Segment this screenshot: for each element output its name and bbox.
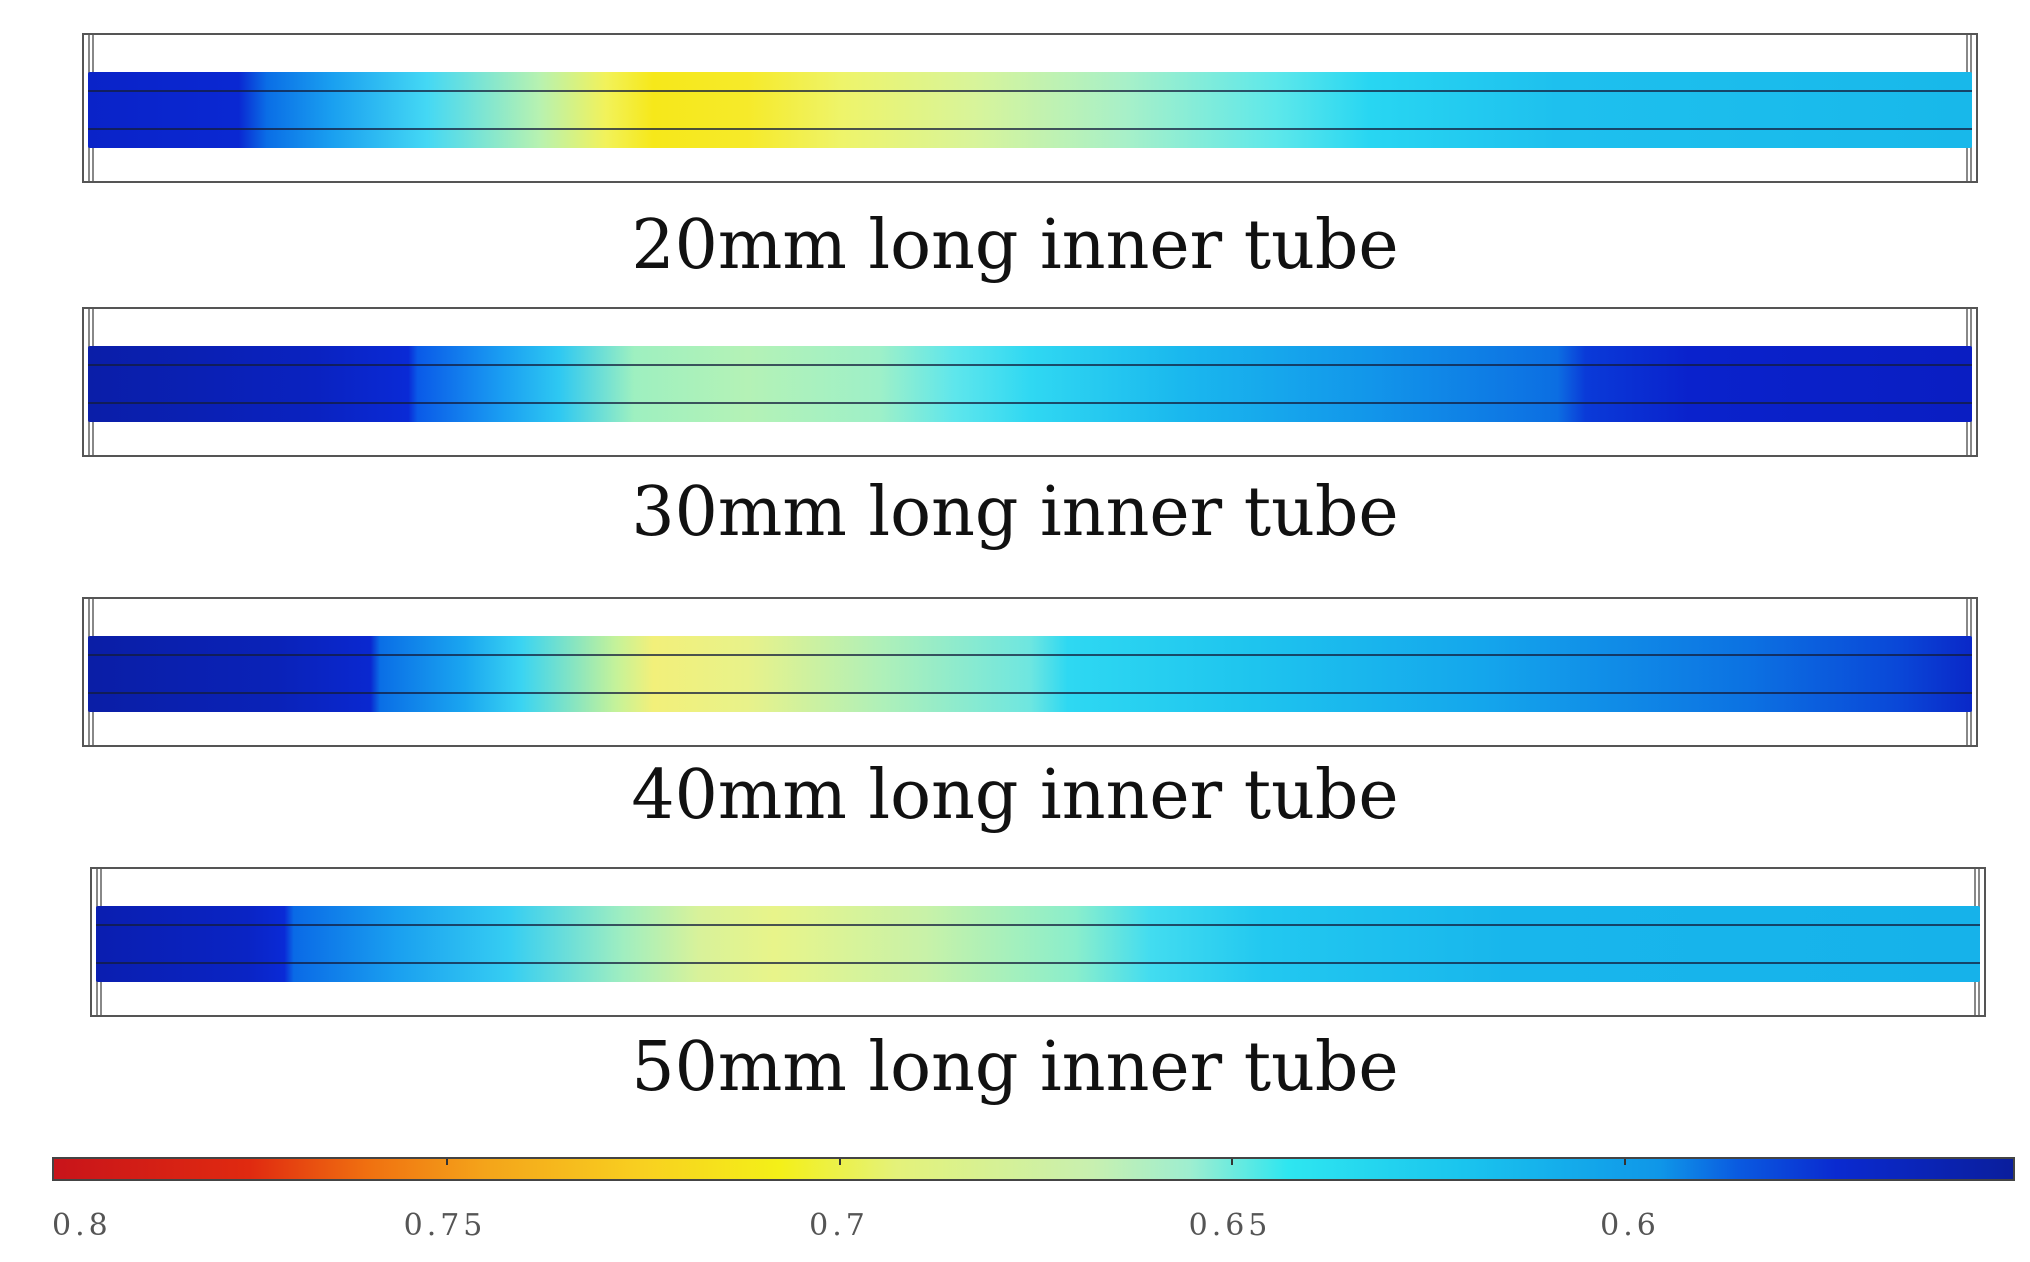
tube-inner-line-top: [88, 90, 1972, 92]
colorbar-tick-label: 0.6: [1600, 1208, 1660, 1243]
colorbar-tick-label: 0.75: [403, 1208, 487, 1243]
colorbar-tick-label: 0.7: [809, 1208, 869, 1243]
colorbar-tick: [1624, 1159, 1626, 1165]
tube-color-field: [88, 636, 1972, 712]
colorbar-tick: [839, 1159, 841, 1165]
tube-outline: [82, 33, 1978, 183]
colorbar-tick-label: 0.8: [52, 1208, 112, 1243]
tube-inner-line-top: [88, 364, 1972, 366]
tube-inner-line-bottom: [88, 692, 1972, 694]
colorbar-tick: [446, 1159, 448, 1165]
tube-inner-line-top: [96, 924, 1980, 926]
tube-label: 40mm long inner tube: [631, 756, 1399, 835]
tube-inner-line-bottom: [96, 962, 1980, 964]
colorbar: [52, 1157, 2015, 1181]
tube-label: 50mm long inner tube: [631, 1028, 1399, 1107]
tube-color-field: [96, 906, 1980, 982]
tube-label: 30mm long inner tube: [631, 473, 1399, 552]
tube-inner-line-bottom: [88, 402, 1972, 404]
tube-label: 20mm long inner tube: [631, 206, 1399, 285]
colorbar-tick-label: 0.65: [1188, 1208, 1272, 1243]
tube-inner-line-top: [88, 654, 1972, 656]
tube-color-field: [88, 346, 1972, 422]
tube-outline: [82, 307, 1978, 457]
tube-outline: [82, 597, 1978, 747]
tube-inner-line-bottom: [88, 128, 1972, 130]
tube-color-field: [88, 72, 1972, 148]
colorbar-tick: [1231, 1159, 1233, 1165]
tube-outline: [90, 867, 1986, 1017]
